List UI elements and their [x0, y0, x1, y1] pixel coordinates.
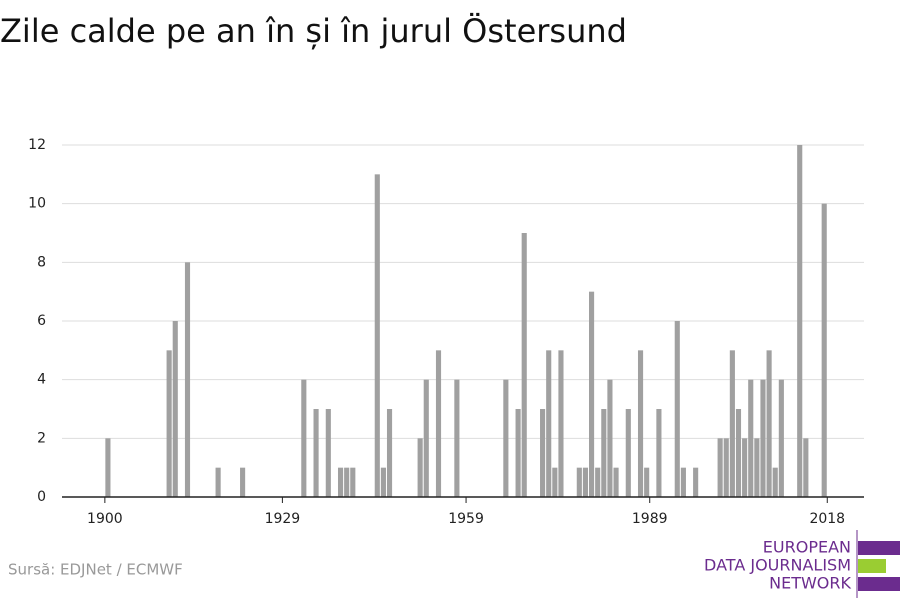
bar: [644, 467, 650, 497]
bar: [380, 467, 386, 497]
bar: [423, 379, 429, 497]
logo-bar: [858, 577, 900, 591]
x-tick-label: 2018: [809, 511, 845, 527]
y-tick-label: 6: [37, 313, 46, 329]
x-tick-label: 1900: [87, 511, 123, 527]
bar: [735, 409, 742, 497]
bar: [503, 379, 509, 497]
logo: EUROPEAN DATA JOURNALISM NETWORK: [704, 530, 900, 598]
bar: [723, 438, 729, 497]
logo-text: EUROPEAN: [763, 538, 851, 557]
bar: [656, 409, 662, 497]
bar: [778, 379, 784, 497]
bar: [607, 379, 613, 497]
bar: [754, 438, 760, 497]
bar: [797, 145, 803, 497]
bar: [766, 350, 772, 497]
bar: [803, 438, 809, 497]
x-tick-label: 1929: [265, 511, 301, 527]
y-tick-label: 0: [37, 489, 46, 505]
bar: [821, 203, 827, 497]
bar: [337, 467, 344, 497]
bar: [625, 409, 631, 497]
bar: [344, 467, 350, 497]
source: Sursă: EDJNet / ECMWF: [8, 561, 183, 579]
bar: [521, 233, 527, 497]
bar: [742, 438, 748, 497]
bar: [515, 409, 521, 497]
bar: [105, 438, 111, 497]
bar: [637, 350, 644, 497]
bar: [172, 321, 178, 497]
bar: [589, 291, 595, 497]
bar: [325, 409, 331, 497]
bar: [240, 467, 246, 497]
bar: [417, 438, 423, 497]
bar: [454, 379, 460, 497]
bar: [717, 438, 723, 497]
bar: [693, 467, 699, 497]
bar: [546, 350, 552, 497]
bar: [680, 467, 686, 497]
bar: [613, 467, 619, 497]
bar: [540, 409, 546, 497]
bar: [435, 350, 442, 497]
x-tick-label: 1959: [448, 511, 484, 527]
bar: [386, 409, 393, 497]
bar: [374, 174, 380, 498]
chart-title: Zile calde pe an în și în jurul Östersun…: [0, 12, 627, 50]
bar: [674, 321, 680, 497]
bar: [772, 467, 778, 497]
bar: [576, 467, 582, 497]
y-tick-label: 4: [37, 372, 46, 388]
bar: [215, 467, 221, 497]
y-tick-label: 10: [28, 196, 46, 212]
bar: [760, 379, 766, 497]
bar: [729, 350, 735, 497]
bar: [558, 350, 564, 497]
bar: [595, 467, 601, 497]
y-tick-label: 2: [37, 430, 46, 446]
bar: [748, 379, 754, 497]
logo-text: DATA JOURNALISM: [704, 556, 851, 575]
y-tick-label: 12: [28, 137, 46, 153]
bar: [166, 350, 172, 497]
bar: [184, 262, 191, 497]
bar: [301, 379, 307, 497]
y-tick-label: 8: [37, 254, 46, 270]
x-tick-label: 1989: [632, 511, 668, 527]
logo-bar: [858, 559, 886, 573]
bar: [350, 467, 356, 497]
bar: [601, 409, 607, 497]
bar: [582, 467, 589, 497]
bar: [552, 467, 558, 497]
bar: [313, 409, 319, 497]
logo-bar: [858, 541, 900, 555]
logo-text: NETWORK: [769, 574, 851, 593]
